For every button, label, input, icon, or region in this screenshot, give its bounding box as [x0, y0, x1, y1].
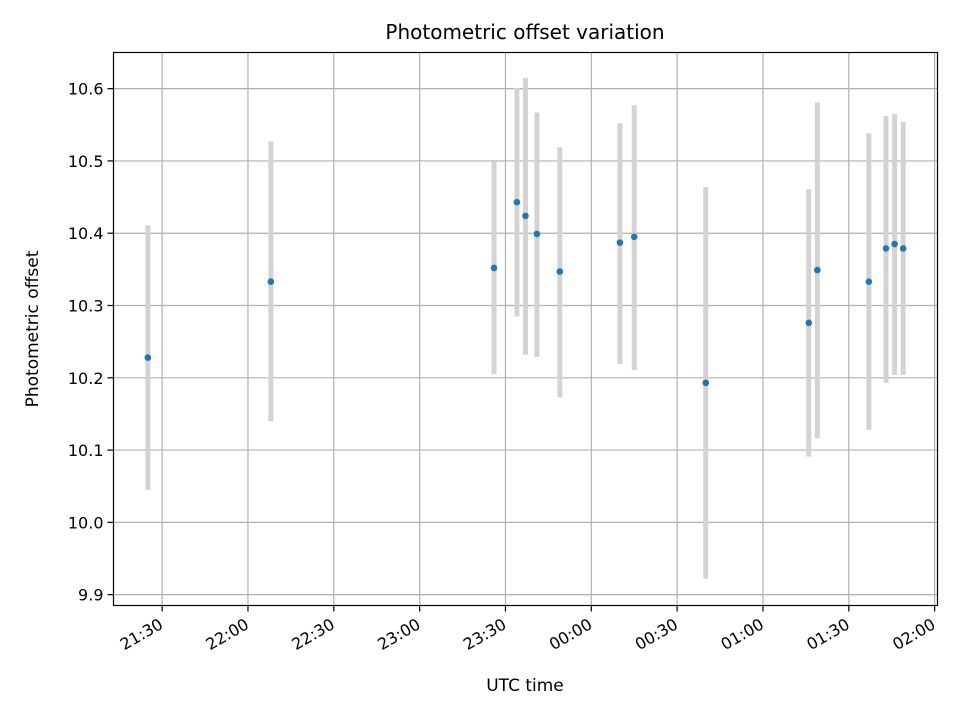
x-tick-label: 22:30 — [288, 615, 337, 655]
data-point — [805, 319, 813, 327]
y-tick-label: 10.6 — [68, 80, 104, 99]
data-point — [490, 264, 498, 272]
data-point — [513, 198, 521, 206]
data-point — [899, 245, 907, 252]
x-axis: 21:30 22:00 22:30 23:00 23:30 00:00 00:30 01:00… — [117, 605, 939, 655]
data-point — [267, 278, 275, 285]
x-tick-label: 02:00 — [889, 615, 938, 655]
y-tick-label: 10.2 — [68, 369, 104, 388]
data-point — [616, 239, 624, 246]
x-tick-label: 22:00 — [203, 615, 252, 655]
chart-title: Photometric offset variation — [385, 20, 664, 44]
x-tick-label: 01:30 — [803, 615, 852, 655]
y-tick-label: 10.3 — [68, 297, 104, 316]
x-axis-title: UTC time — [486, 676, 564, 696]
data-point — [702, 379, 710, 387]
x-tick-label: 21:30 — [117, 615, 166, 655]
data-point — [814, 266, 821, 274]
data-point — [144, 354, 152, 361]
y-tick-label: 10.5 — [68, 152, 104, 171]
y-axis-title: Photometric offset — [23, 250, 43, 407]
data-point — [533, 230, 541, 238]
data-point — [865, 278, 873, 285]
plot-frame — [112, 51, 939, 607]
y-tick-label: 10.0 — [68, 513, 104, 532]
data-point — [522, 212, 529, 220]
data-point — [891, 240, 898, 248]
x-tick-label: 23:30 — [460, 615, 509, 655]
x-tick-label: 00:30 — [632, 615, 681, 655]
y-tick-label: 10.1 — [68, 441, 104, 460]
data-points — [144, 198, 907, 387]
y-tick-label: 9.9 — [78, 586, 103, 605]
data-point — [882, 245, 890, 252]
x-tick-label: 00:00 — [546, 615, 595, 655]
error-bars — [145, 77, 906, 579]
y-tick-label: 10.4 — [68, 224, 104, 243]
y-axis: 9.9 10.0 10.1 10.2 10.3 10.4 10.5 10.6 — [68, 80, 114, 605]
data-point — [630, 233, 638, 241]
x-tick-label: 01:00 — [718, 615, 767, 655]
data-point — [556, 268, 564, 275]
x-tick-label: 23:00 — [374, 615, 423, 655]
